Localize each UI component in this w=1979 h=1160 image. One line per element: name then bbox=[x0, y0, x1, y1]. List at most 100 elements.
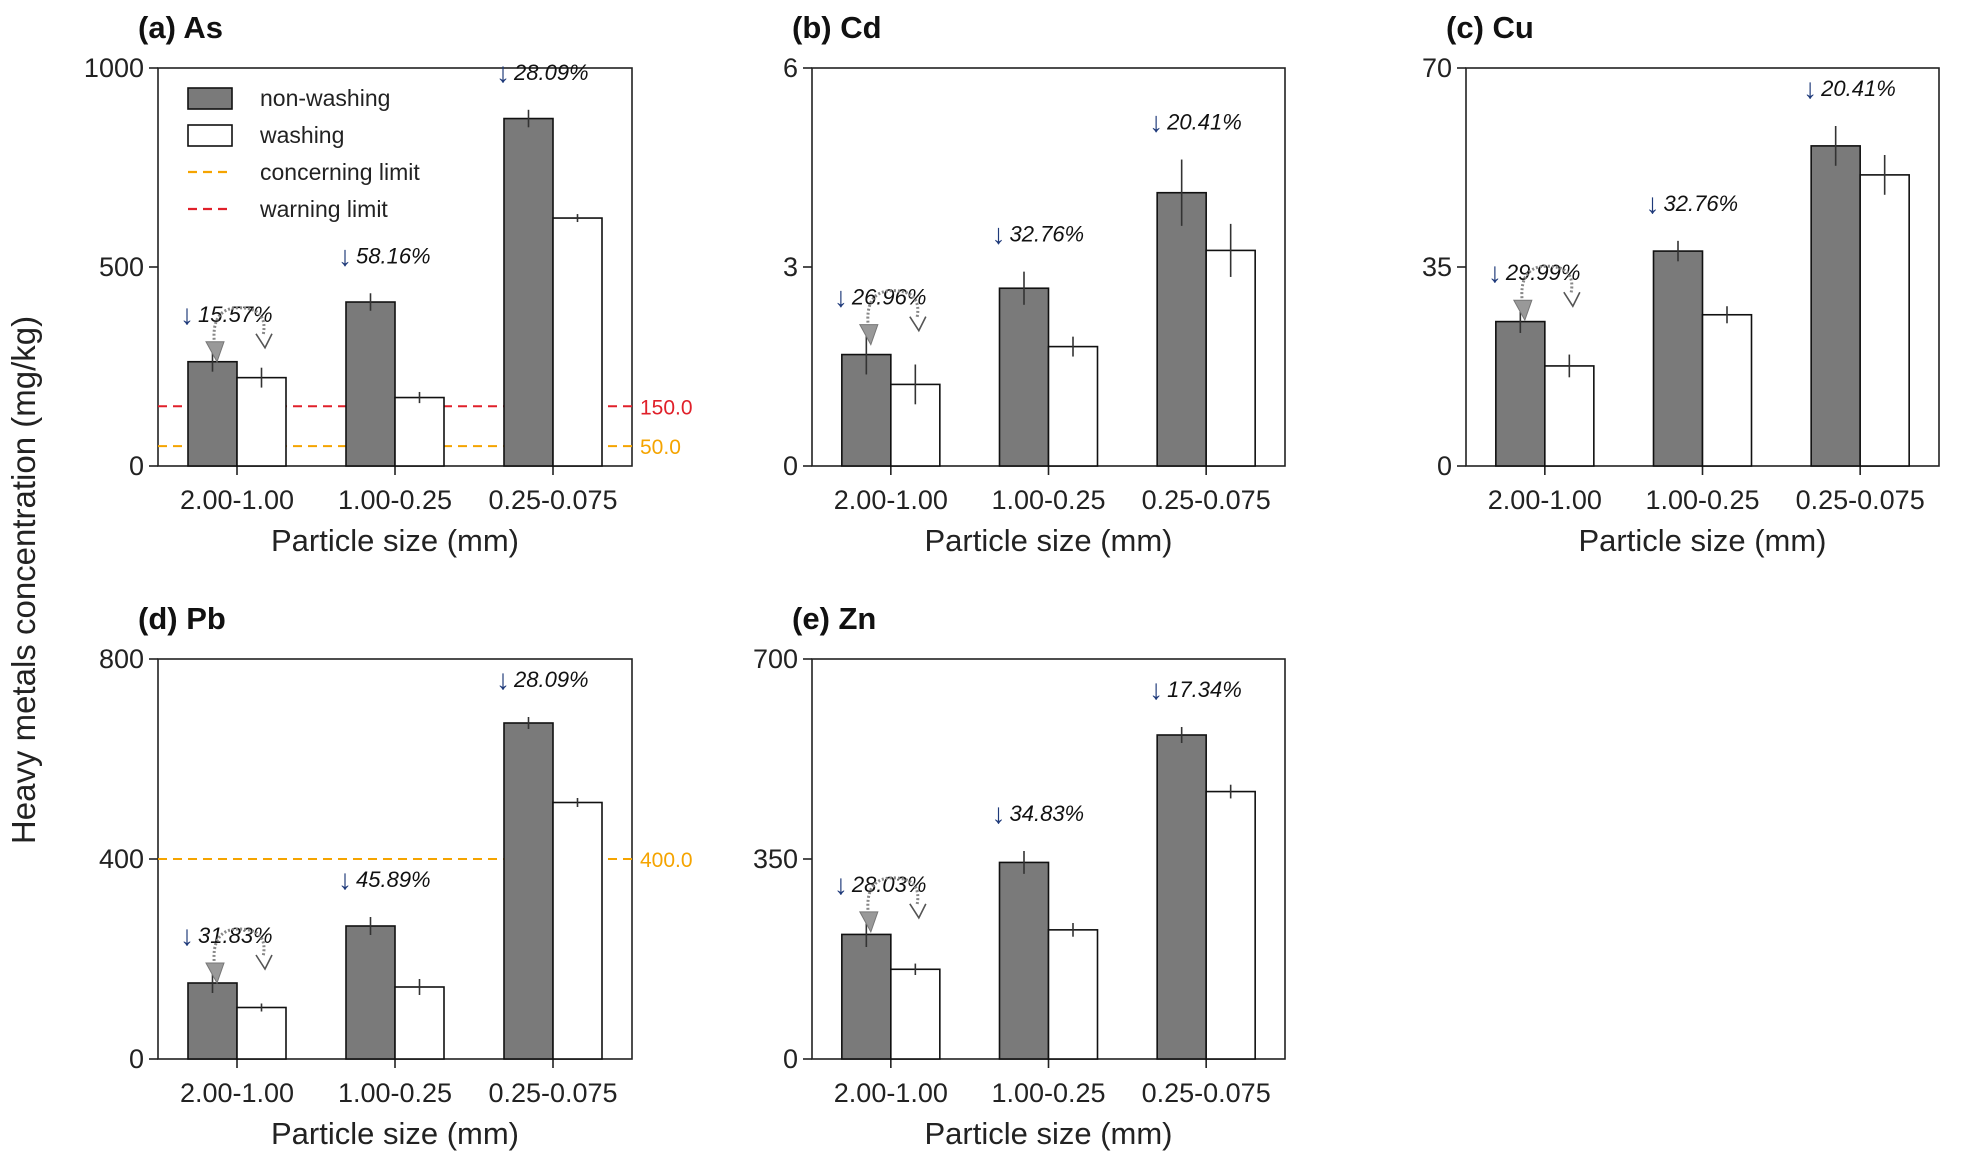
legend-item: washing bbox=[187, 122, 344, 148]
bar-non-washing bbox=[998, 287, 1050, 467]
reduction-label: 28.09% bbox=[513, 60, 589, 85]
down-arrow-icon: ↓ bbox=[180, 920, 194, 951]
reduction-label: 26.96% bbox=[851, 285, 927, 310]
curved-arrow-icon bbox=[1512, 264, 1581, 322]
x-tick-label: 1.00-0.25 bbox=[338, 485, 452, 515]
y-tick-label: 6 bbox=[783, 53, 798, 83]
x-tick-label: 0.25-0.075 bbox=[488, 1078, 617, 1108]
bar-washing bbox=[1047, 929, 1099, 1060]
y-tick-label: 0 bbox=[783, 451, 798, 481]
bar-washing bbox=[890, 968, 941, 1060]
legend-item: warning limit bbox=[188, 196, 388, 222]
panel-title: (d) Pb bbox=[138, 601, 226, 636]
x-tick-label: 2.00-1.00 bbox=[180, 1078, 294, 1108]
y-tick-label: 70 bbox=[1422, 53, 1452, 83]
y-tick-label: 0 bbox=[1437, 451, 1452, 481]
y-tick-label: 3 bbox=[783, 252, 798, 282]
x-tick-label: 1.00-0.25 bbox=[338, 1078, 452, 1108]
reduction-label: 34.83% bbox=[1010, 801, 1085, 826]
reduction-label: 28.03% bbox=[851, 872, 927, 897]
bar-washing bbox=[394, 986, 445, 1060]
x-tick-label: 1.00-0.25 bbox=[1645, 485, 1759, 515]
curved-arrow-icon bbox=[205, 306, 273, 363]
legend-label: washing bbox=[259, 122, 344, 148]
reference-line-label: 50.0 bbox=[640, 436, 681, 459]
panel-title: (e) Zn bbox=[792, 601, 876, 636]
panel-1: (a) As 0 500 1000 2.00-1.00 1.00-0.25 0.25-0.0… bbox=[84, 10, 693, 558]
bar-non-washing bbox=[503, 722, 554, 1060]
bar-washing bbox=[1544, 365, 1595, 467]
down-arrow-icon: ↓ bbox=[1149, 674, 1163, 705]
legend: non-washing washing concerning limit warnin… bbox=[187, 85, 420, 222]
bar-non-washing bbox=[998, 861, 1050, 1060]
x-tick-label: 0.25-0.075 bbox=[488, 485, 617, 515]
bar-non-washing bbox=[1495, 320, 1546, 467]
curved-arrow-icon bbox=[205, 927, 273, 985]
bar-washing bbox=[394, 396, 445, 467]
x-tick-label: 0.25-0.075 bbox=[1796, 485, 1925, 515]
bar-non-washing bbox=[345, 301, 396, 467]
bar-washing bbox=[1205, 790, 1256, 1060]
reduction-label: 32.76% bbox=[1010, 222, 1085, 247]
bar-non-washing bbox=[1156, 191, 1207, 467]
x-tick-label: 2.00-1.00 bbox=[834, 1078, 948, 1108]
x-tick-label: 2.00-1.00 bbox=[180, 485, 294, 515]
x-axis-label: Particle size (mm) bbox=[924, 1116, 1172, 1151]
legend-item: non-washing bbox=[187, 85, 390, 111]
y-axis-label: Heavy metals concentration (mg/kg) bbox=[5, 316, 42, 844]
bar-washing bbox=[1047, 345, 1099, 467]
down-arrow-icon: ↓ bbox=[496, 664, 510, 695]
legend-label: non-washing bbox=[260, 85, 390, 111]
reduction-label: 29.99% bbox=[1505, 260, 1581, 285]
down-arrow-icon: ↓ bbox=[180, 299, 194, 330]
bar-washing bbox=[1701, 313, 1753, 467]
panel-4: (d) Pb 0 400 800 2.00-1.00 1.00-0.25 0.25-0.07… bbox=[99, 601, 693, 1151]
bar-non-washing bbox=[1810, 145, 1861, 467]
reduction-label: 58.16% bbox=[356, 243, 431, 268]
down-arrow-icon: ↓ bbox=[496, 57, 510, 88]
x-tick-label: 0.25-0.075 bbox=[1142, 1078, 1271, 1108]
reference-line-label: 400.0 bbox=[640, 849, 693, 872]
reduction-label: 20.41% bbox=[1166, 110, 1242, 135]
legend-swatch bbox=[187, 124, 233, 147]
curved-arrow-icon bbox=[858, 876, 927, 934]
bar-non-washing bbox=[841, 933, 892, 1060]
x-axis-label: Particle size (mm) bbox=[1578, 523, 1826, 558]
bar-washing bbox=[1205, 249, 1256, 467]
panel-5: (e) Zn 0 350 700 2.00-1.00 1.00-0.25 0.25-0.07… bbox=[753, 601, 1286, 1151]
bar-washing bbox=[552, 217, 603, 467]
down-arrow-icon: ↓ bbox=[1803, 73, 1817, 104]
bar-non-washing bbox=[187, 982, 238, 1060]
panel-2: (b) Cd 0 3 6 2.00-1.00 1.00-0.25 0.25-0.075 Par… bbox=[783, 10, 1286, 558]
y-tick-label: 800 bbox=[99, 644, 144, 674]
bar-non-washing bbox=[1652, 250, 1704, 467]
y-tick-label: 400 bbox=[99, 844, 144, 874]
reduction-label: 15.57% bbox=[198, 302, 273, 327]
reduction-label: 32.76% bbox=[1664, 191, 1739, 216]
y-tick-label: 0 bbox=[129, 451, 144, 481]
x-tick-label: 2.00-1.00 bbox=[834, 485, 948, 515]
bar-non-washing bbox=[187, 360, 238, 467]
bar-washing bbox=[552, 801, 603, 1060]
legend-swatch bbox=[187, 87, 233, 110]
y-tick-label: 35 bbox=[1422, 252, 1452, 282]
bar-non-washing bbox=[1156, 734, 1207, 1060]
y-tick-label: 0 bbox=[129, 1044, 144, 1074]
down-arrow-icon: ↓ bbox=[992, 798, 1006, 829]
down-arrow-icon: ↓ bbox=[834, 282, 848, 313]
reduction-label: 17.34% bbox=[1167, 677, 1242, 702]
y-tick-label: 1000 bbox=[84, 53, 144, 83]
panel-title: (c) Cu bbox=[1446, 10, 1534, 45]
legend-item: concerning limit bbox=[188, 159, 420, 185]
x-axis-label: Particle size (mm) bbox=[924, 523, 1172, 558]
y-tick-label: 350 bbox=[753, 844, 798, 874]
panel-title: (a) As bbox=[138, 10, 223, 45]
x-tick-label: 1.00-0.25 bbox=[991, 485, 1105, 515]
down-arrow-icon: ↓ bbox=[338, 240, 352, 271]
panel-title: (b) Cd bbox=[792, 10, 882, 45]
down-arrow-icon: ↓ bbox=[1646, 188, 1660, 219]
legend-label: warning limit bbox=[259, 196, 388, 222]
bar-washing bbox=[236, 376, 287, 467]
y-tick-label: 500 bbox=[99, 252, 144, 282]
